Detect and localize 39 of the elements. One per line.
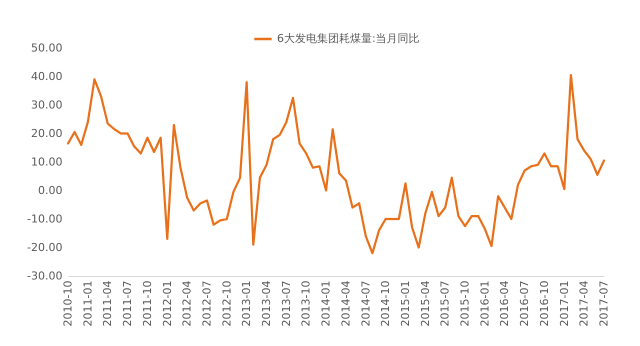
x-tick-label: 2011-04 xyxy=(101,280,114,326)
x-tick-label: 2014-10 xyxy=(379,280,392,326)
y-tick-label: -20.00 xyxy=(27,241,62,254)
x-tick-label: 2013-04 xyxy=(260,280,274,326)
x-tick-label: 2013-10 xyxy=(300,280,313,326)
y-tick-label: -10.00 xyxy=(27,212,62,226)
x-tick-label: 2016-07 xyxy=(518,280,532,326)
x-tick-label: 2016-10 xyxy=(538,280,551,326)
legend-label: 6大发电集团耗煤量:当月同比 xyxy=(277,32,420,45)
x-tick-label: 2017-01 xyxy=(558,280,571,326)
x-tick-label: 2014-01 xyxy=(320,280,333,326)
x-tick-label: 2010-10 xyxy=(62,280,74,326)
x-tick-label: 2013-01 xyxy=(240,280,254,326)
y-tick-label: 0.00 xyxy=(38,184,62,197)
x-tick-label: 2014-07 xyxy=(359,280,372,326)
y-tick-label: 50.00 xyxy=(31,42,62,54)
x-tick-label: 2017-07 xyxy=(598,280,610,326)
y-tick-label: -30.00 xyxy=(27,270,62,282)
x-tick-label: 2015-10 xyxy=(458,280,472,326)
y-tick-label: 20.00 xyxy=(31,127,62,140)
x-tick-label: 2015-01 xyxy=(398,280,412,326)
x-tick-label: 2011-01 xyxy=(81,280,94,326)
x-tick-label: 2011-10 xyxy=(140,280,154,326)
x-tick-label: 2011-07 xyxy=(121,280,134,326)
x-tick-label: 2012-01 xyxy=(160,280,174,326)
y-tick-label: 30.00 xyxy=(31,98,62,112)
x-tick-label: 2012-10 xyxy=(220,280,234,326)
x-tick-label: 2014-04 xyxy=(339,280,352,326)
line-series xyxy=(66,74,606,254)
x-tick-label: 2013-07 xyxy=(280,280,293,326)
x-tick-label: 2016-04 xyxy=(498,280,512,326)
x-tick-label: 2016-01 xyxy=(478,280,492,326)
x-tick-label: 2015-07 xyxy=(438,280,452,326)
x-tick-label: 2012-07 xyxy=(200,280,214,326)
x-tick-label: 2015-04 xyxy=(418,280,432,326)
y-tick-label: 10.00 xyxy=(31,156,62,168)
x-tick-label: 2017-04 xyxy=(578,280,591,326)
y-tick-label: 40.00 xyxy=(31,70,62,83)
x-tick-label: 2012-04 xyxy=(180,280,194,326)
